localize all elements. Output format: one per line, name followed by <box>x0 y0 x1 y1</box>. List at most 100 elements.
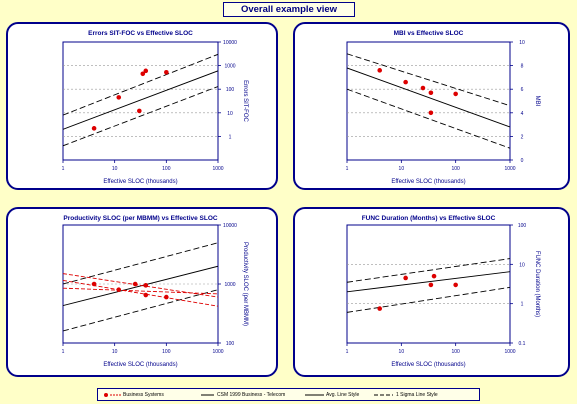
duration-sigma-line <box>347 286 510 313</box>
productivity-x-tick-label: 1 <box>62 349 65 355</box>
duration-x-tick-label: 10 <box>399 349 405 355</box>
chart-panel-duration: FUNC Duration (Months) vs Effective SLOC… <box>293 207 570 377</box>
mbi-avg-line <box>347 67 510 128</box>
legend-label-avg-line: Avg. Line Style <box>326 392 360 398</box>
productivity-data-point <box>143 283 149 288</box>
mbi-y-tick-label: 10 <box>519 40 525 46</box>
productivity-sigma-line <box>63 242 218 285</box>
duration-x-tick-label: 1000 <box>504 349 515 355</box>
legend-label-business-systems: Business Systems <box>123 392 164 398</box>
mbi-data-point <box>377 68 383 73</box>
productivity-x-tick-label: 1000 <box>212 349 223 355</box>
legend: Business Systems CSM 1999 Business - Tel… <box>97 388 480 401</box>
chart-productivity-svg: Productivity SLOC (per MBMM) vs Effectiv… <box>62 215 248 368</box>
errors-sigma-line <box>63 86 218 147</box>
mbi-sigma-line <box>347 88 510 149</box>
mbi-y-tick-label: 2 <box>521 134 524 140</box>
productivity-avg-line <box>63 265 218 307</box>
errors-y-tick-label: 1 <box>229 134 232 140</box>
mbi-x-tick-label: 10 <box>399 166 405 172</box>
mbi-y-tick-label: 0 <box>521 158 524 164</box>
duration-y-tick-label: 100 <box>518 223 527 229</box>
duration-y-tick-label: 0.1 <box>519 341 526 347</box>
duration-plot-area <box>346 224 511 344</box>
duration-y-tick-label: 1 <box>521 302 524 308</box>
productivity-x-tick-label: 10 <box>112 349 118 355</box>
legend-marker-avg-line <box>305 394 324 396</box>
mbi-x-tick-label: 1 <box>346 166 349 172</box>
errors-y-tick-label: 100 <box>226 87 235 93</box>
productivity-red-trend-line <box>63 279 218 307</box>
chart-panel-errors: Errors SIT-FOC vs Effective SLOC 10000 100… <box>6 22 278 190</box>
duration-x-tick-label: 1 <box>346 349 349 355</box>
productivity-sigma-line <box>63 289 218 332</box>
errors-y-axis-label: Errors SIT-FOC <box>242 80 248 122</box>
legend-label-csm: CSM 1999 Business - Telecom <box>217 392 286 398</box>
productivity-data-point <box>164 294 169 300</box>
mbi-data-point <box>453 91 458 97</box>
duration-data-point <box>431 273 437 279</box>
errors-x-tick-label: 1 <box>62 166 65 172</box>
errors-data-point <box>137 108 142 114</box>
errors-y-tick-label: 10000 <box>223 40 237 46</box>
chart-duration-svg: FUNC Duration (Months) vs Effective SLOC… <box>346 215 540 368</box>
errors-x-axis-label: Effective SLOC (thousands) <box>103 179 177 185</box>
chart-panel-mbi: MBI vs Effective SLOC 10 8 6 4 2 0 1 10 100 1000 Ef… <box>293 22 570 190</box>
productivity-y-tick-label: 1000 <box>224 282 235 288</box>
productivity-chart-title: Productivity SLOC (per MBMM) vs Effectiv… <box>63 215 218 222</box>
duration-chart-title: FUNC Duration (Months) vs Effective SLOC <box>362 215 496 222</box>
productivity-x-axis-label: Effective SLOC (thousands) <box>103 362 177 368</box>
errors-x-tick-label: 10 <box>112 166 118 172</box>
mbi-x-tick-label: 100 <box>451 166 460 172</box>
legend-marker-csm <box>201 394 214 396</box>
productivity-data-point <box>143 292 149 298</box>
mbi-sigma-line <box>347 53 510 107</box>
mbi-y-tick-label: 6 <box>521 87 524 93</box>
mbi-y-tick-label: 4 <box>521 111 524 117</box>
duration-avg-line <box>347 271 510 293</box>
productivity-red-trend-line <box>63 287 218 295</box>
productivity-data-point <box>116 287 122 293</box>
duration-data-point <box>403 275 408 281</box>
duration-x-tick-label: 100 <box>451 349 460 355</box>
errors-data-point <box>116 95 122 100</box>
errors-data-point <box>91 126 97 131</box>
productivity-y-tick-label: 10000 <box>223 223 237 229</box>
errors-data-point <box>143 68 149 74</box>
duration-x-axis-label: Effective SLOC (thousands) <box>391 362 465 368</box>
errors-plot-area <box>62 41 219 161</box>
duration-data-point <box>453 282 458 288</box>
mbi-data-point <box>420 85 426 91</box>
duration-y-tick-label: 10 <box>519 262 525 268</box>
errors-x-tick-label: 100 <box>162 166 171 172</box>
duration-y-axis-label: FUNC Duration (Months) <box>534 251 540 317</box>
errors-x-tick-label: 1000 <box>212 166 223 172</box>
mbi-x-tick-label: 1000 <box>504 166 515 172</box>
productivity-y-axis-label: Productivity SLOC (per MBMM) <box>242 242 248 326</box>
errors-sigma-line <box>63 53 218 116</box>
errors-chart-title: Errors SIT-FOC vs Effective SLOC <box>88 30 193 37</box>
legend-label-sigma-line: 1 Sigma Line Style <box>396 392 438 398</box>
mbi-plot-area <box>346 41 511 161</box>
productivity-y-tick-label: 100 <box>226 341 235 347</box>
errors-data-point <box>140 71 146 77</box>
duration-sigma-line <box>347 258 510 283</box>
productivity-data-point <box>91 281 97 287</box>
legend-marker-business-systems <box>104 393 121 397</box>
mbi-y-axis-label: MBI <box>534 96 540 107</box>
duration-data-point <box>428 282 434 288</box>
mbi-data-point <box>403 79 408 85</box>
legend-marker-sigma-line <box>374 394 393 396</box>
errors-avg-line <box>63 70 218 130</box>
duration-data-point <box>377 306 383 311</box>
productivity-red-trend-line <box>63 273 218 298</box>
productivity-data-point <box>132 281 138 287</box>
mbi-data-point <box>428 110 434 116</box>
productivity-x-tick-label: 100 <box>162 349 171 355</box>
page-title: Overall example view <box>223 2 355 17</box>
mbi-x-axis-label: Effective SLOC (thousands) <box>391 179 465 185</box>
errors-y-tick-label: 1000 <box>224 64 235 70</box>
mbi-chart-title: MBI vs Effective SLOC <box>394 30 464 37</box>
errors-data-point <box>164 70 169 75</box>
chart-mbi-svg: MBI vs Effective SLOC 10 8 6 4 2 0 1 10 100 1000 Ef… <box>346 30 540 185</box>
